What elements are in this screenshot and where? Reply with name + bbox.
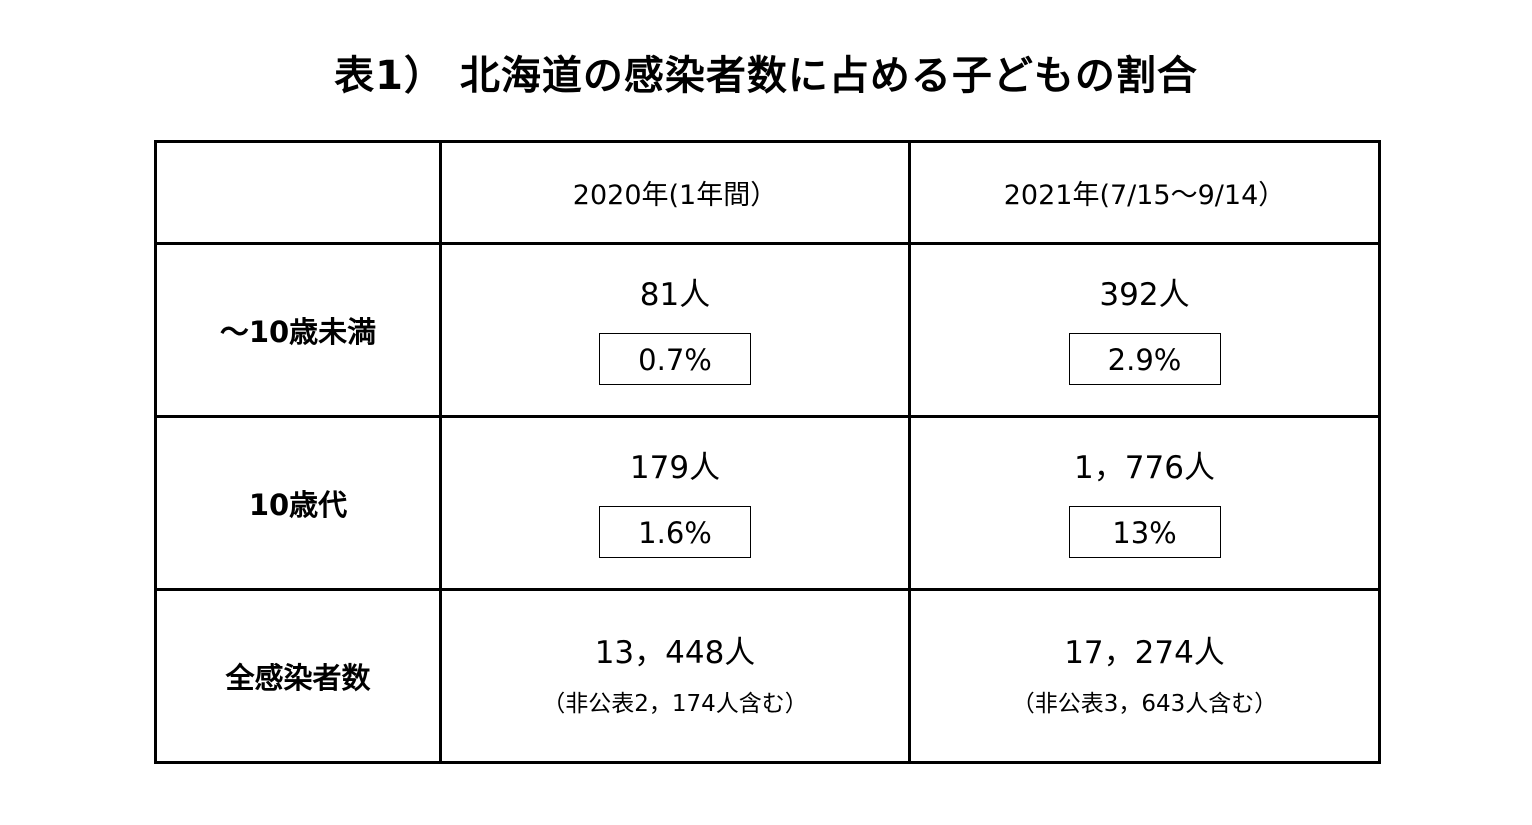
case-count: 81人: [639, 277, 711, 313]
table-cell: 13，448人 （非公表2，174人含む）: [439, 588, 911, 764]
case-count: 13，448人: [594, 635, 756, 671]
table-row: 10歳代 179人 1.6% 1，776人 13%: [154, 415, 1381, 591]
percentage-box: 2.9%: [1068, 333, 1221, 385]
table-cell: 392人 2.9%: [908, 242, 1381, 418]
header-cell-2021: 2021年(7/15〜9/14）: [908, 140, 1381, 245]
case-count: 392人: [1099, 277, 1190, 313]
percentage-box: 0.7%: [599, 333, 751, 385]
undisclosed-note: （非公表2，174人含む）: [542, 691, 808, 717]
table-cell: 17，274人 （非公表3，643人含む）: [908, 588, 1381, 764]
row-label-teens: 10歳代: [154, 415, 442, 591]
table-cell: 179人 1.6%: [439, 415, 911, 591]
infection-table: 2020年(1年間） 2021年(7/15〜9/14） 〜10歳未満 81人 0…: [154, 140, 1381, 764]
table-cell: 1，776人 13%: [908, 415, 1381, 591]
table-row: 全感染者数 13，448人 （非公表2，174人含む） 17，274人 （非公表…: [154, 588, 1381, 764]
header-cell-2020: 2020年(1年間）: [439, 140, 911, 245]
percentage-box: 13%: [1068, 506, 1221, 558]
page-title: 表1） 北海道の感染者数に占める子どもの割合: [334, 53, 1198, 99]
table-row: 〜10歳未満 81人 0.7% 392人 2.9%: [154, 242, 1381, 418]
header-cell-empty: [154, 140, 442, 245]
undisclosed-note: （非公表3，643人含む）: [1011, 691, 1278, 717]
table-header-row: 2020年(1年間） 2021年(7/15〜9/14）: [154, 140, 1381, 245]
case-count: 17，274人: [1064, 635, 1225, 671]
row-label-under-10: 〜10歳未満: [154, 242, 442, 418]
row-label-total: 全感染者数: [154, 588, 442, 764]
percentage-box: 1.6%: [599, 506, 751, 558]
case-count: 179人: [629, 450, 721, 486]
table-cell: 81人 0.7%: [439, 242, 911, 418]
case-count: 1，776人: [1074, 450, 1215, 486]
